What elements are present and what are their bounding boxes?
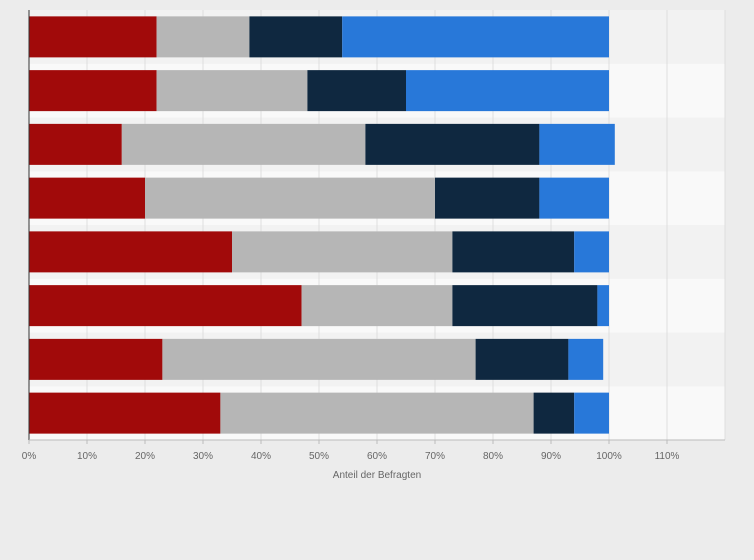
bar-row5-segment1 [29, 231, 232, 273]
x-tick-label-11: 110% [655, 451, 680, 462]
x-tick-label-4: 40% [251, 451, 271, 462]
bar-row4-segment1 [29, 177, 145, 219]
bar-row3-segment1 [29, 123, 122, 165]
bar-row1-segment2 [156, 16, 250, 58]
bar-row5-segment3 [452, 231, 575, 273]
x-tick-label-0: 0% [22, 451, 37, 462]
bar-row6-segment4 [597, 285, 609, 327]
bar-row8-segment4 [574, 392, 609, 434]
bar-row3-segment4 [539, 123, 615, 165]
bar-row8-segment3 [533, 392, 575, 434]
bar-row6-segment3 [452, 285, 598, 327]
bar-row2-segment3 [307, 70, 406, 112]
x-tick-label-1: 10% [77, 451, 97, 462]
bar-row7-segment2 [162, 338, 476, 380]
x-axis: 0% 10% 20% 30% 40% 50% 60% 70% 80% 90% 100% 110% [22, 10, 725, 462]
bar-row2-segment1 [29, 70, 157, 112]
bar-row1-segment3 [249, 16, 343, 58]
bar-row4-segment2 [145, 177, 435, 219]
bar-row4-segment4 [539, 177, 609, 219]
bar-row1-segment1 [29, 16, 157, 58]
bar-row6-segment1 [29, 285, 302, 327]
bar-row8-segment2 [220, 392, 534, 434]
bar-row5-segment2 [232, 231, 453, 273]
bar-row7-segment4 [568, 338, 604, 380]
x-axis-title: Anteil der Befragten [333, 470, 421, 481]
x-tick-label-8: 80% [483, 451, 503, 462]
bar-row5-segment4 [574, 231, 609, 273]
bar-row1-segment4 [342, 16, 609, 58]
x-tick-label-6: 60% [367, 451, 387, 462]
x-tick-label-7: 70% [425, 451, 445, 462]
bar-row4-segment3 [435, 177, 540, 219]
bar-row8-segment1 [29, 392, 221, 434]
bar-row6-segment2 [301, 285, 453, 327]
x-tick-label-2: 20% [135, 451, 155, 462]
x-tick-label-10: 100% [596, 451, 622, 462]
x-tick-label-3: 30% [193, 451, 213, 462]
x-tick-label-9: 90% [541, 451, 561, 462]
bar-row3-segment2 [121, 123, 366, 165]
x-tick-label-5: 50% [309, 451, 329, 462]
bar-row2-segment2 [156, 70, 308, 112]
bar-row7-segment3 [475, 338, 569, 380]
bar-row2-segment4 [406, 70, 609, 112]
bar-row3-segment3 [365, 123, 540, 165]
bar-row7-segment1 [29, 338, 163, 380]
bar-series [29, 16, 615, 434]
